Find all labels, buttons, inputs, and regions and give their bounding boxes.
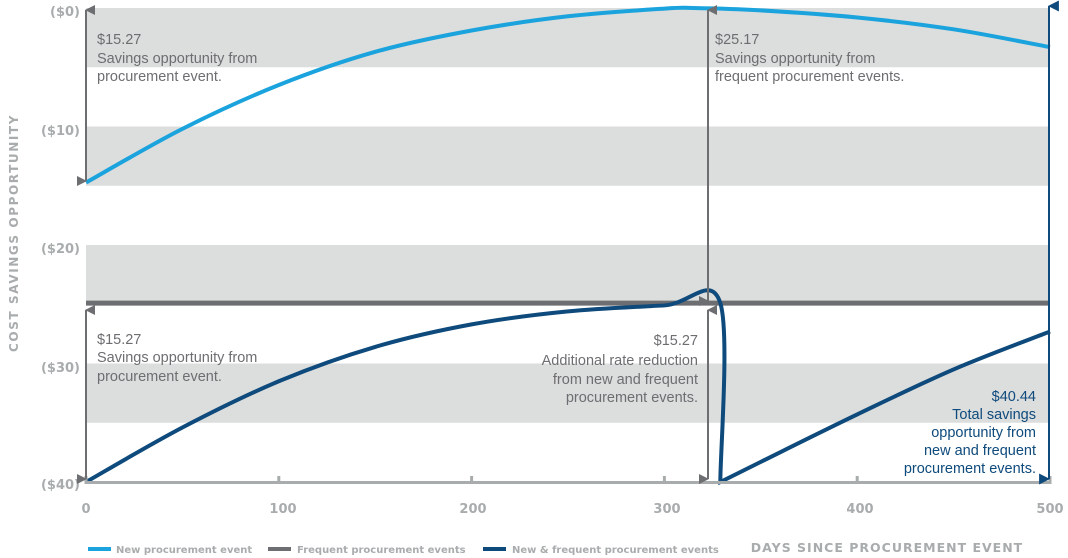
annotation-text: procurement event.: [97, 69, 222, 85]
annotation-text: procurement event.: [97, 369, 222, 385]
annotation-value: $15.27: [654, 333, 698, 349]
annotation-text: procurement events.: [904, 461, 1036, 477]
x-tick-label: 400: [846, 502, 873, 517]
y-axis-label: COST SAVINGS OPPORTUNITY: [7, 114, 21, 352]
y-tick-label: ($30): [41, 361, 80, 376]
annotation-text: Savings opportunity from: [97, 350, 257, 366]
annotation-text: procurement events.: [566, 390, 698, 406]
annotation-value: $40.44: [992, 389, 1036, 405]
x-tick-label: 300: [653, 502, 680, 517]
legend: New procurement event Frequent procureme…: [88, 545, 719, 556]
annotation-value: $15.27: [97, 32, 141, 48]
y-tick-label: ($20): [41, 242, 80, 257]
grid-band: [86, 126, 1050, 186]
grid-band: [86, 363, 1050, 423]
grid-band: [86, 245, 1050, 305]
annotation-value: $15.27: [97, 332, 141, 348]
annotation-text: frequent procurement events.: [715, 69, 904, 85]
x-tick-label: 100: [269, 502, 296, 517]
legend-label: New procurement event: [116, 545, 252, 556]
annotation-text: new and frequent: [924, 443, 1036, 459]
y-tick-label: ($0): [50, 5, 80, 20]
x-axis-label: DAYS SINCE PROCUREMENT EVENT: [751, 540, 1023, 555]
legend-label: New & frequent procurement events: [512, 545, 719, 556]
x-tick-label: 0: [81, 502, 90, 517]
series-line-new-procurement: [85, 5, 1051, 185]
annotation-text: opportunity from: [931, 425, 1036, 441]
series-lines: [85, 5, 1051, 486]
annotation-text: Savings opportunity from: [97, 51, 257, 67]
annotation-text: from new and frequent: [553, 372, 698, 388]
annotation-text: Total savings: [952, 407, 1036, 423]
annotation-text: Savings opportunity from: [715, 51, 875, 67]
x-tick-label: 500: [1036, 502, 1063, 517]
legend-label: Frequent procurement events: [297, 545, 466, 556]
annotation-value: $25.17: [715, 32, 759, 48]
series-line-new-and-frequent: [85, 288, 1051, 486]
annotation-text: Additional rate reduction: [542, 353, 698, 369]
y-tick-label: ($40): [41, 478, 80, 493]
x-tick-label: 200: [459, 502, 486, 517]
y-tick-label: ($10): [41, 124, 80, 139]
